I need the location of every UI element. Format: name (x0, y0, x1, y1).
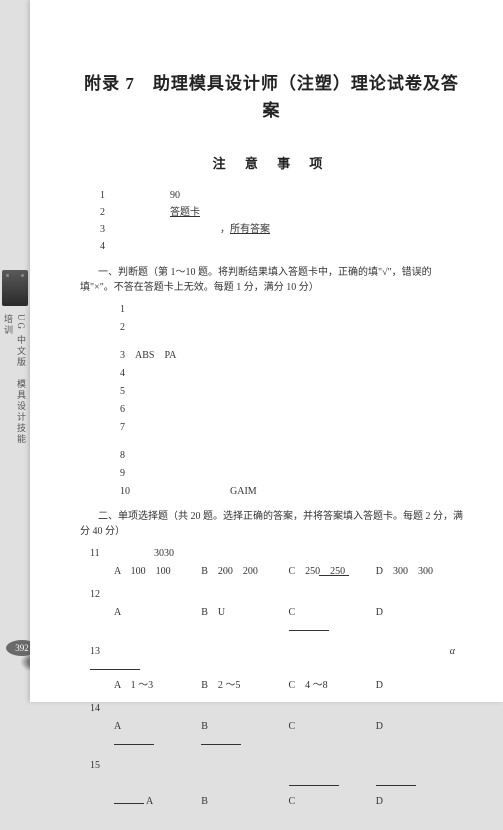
question-body: 3030 (114, 545, 463, 562)
notes-heading: 注 意 事 项 (80, 154, 463, 175)
question-number: 15 (90, 757, 114, 774)
option-b: B (201, 719, 288, 751)
judge-item: 10 GAIM (120, 483, 463, 501)
note-row: 3 ，所有答案 (100, 221, 463, 238)
mc-question: 13 α (90, 643, 463, 660)
note-number: 2 (100, 204, 120, 221)
option-d: D (376, 794, 463, 810)
mc-options: A 100 100 B 200 200 C 250 250 D 300 300 (114, 564, 463, 580)
option-b: B 200 200 (201, 564, 288, 580)
mc-question: 12 (90, 586, 463, 603)
note-row: 2 答题卡 (100, 204, 463, 221)
option-d: D (376, 719, 463, 751)
question-number: 12 (90, 586, 114, 603)
option-d: D 300 300 (376, 564, 463, 580)
question-number: 13 (90, 643, 114, 660)
option-a: A (114, 719, 201, 751)
option-a: A (114, 605, 201, 637)
notes-list: 1 90 2 答题卡 3 ，所有答案 4 (100, 187, 463, 255)
judge-item: 4 (120, 365, 463, 383)
judge-item: 8 (120, 447, 463, 465)
judge-item: 5 (120, 383, 463, 401)
option-d: D (376, 678, 463, 694)
underline (289, 776, 339, 786)
option-a: A 1 ～3 (114, 678, 201, 694)
option-a: A 100 100 (114, 564, 201, 580)
mc-options: A B C D (114, 719, 463, 751)
underline (114, 735, 154, 745)
judge-questions: 1 2 3 ABS PA 4 5 6 7 8 9 10 GAIM (120, 301, 463, 501)
document-page: 附录 7 助理模具设计师（注塑）理论试卷及答案 注 意 事 项 1 90 2 答… (30, 0, 503, 702)
underline (289, 621, 329, 631)
option-b: B 2 ～5 (201, 678, 288, 694)
underline (201, 735, 241, 745)
judge-item: 1 (120, 301, 463, 319)
question-body: α (114, 643, 463, 660)
note-number: 3 (100, 221, 120, 238)
mc-question: 14 (90, 700, 463, 717)
book-spine: UG 中文版 模具设计技能培训 (0, 270, 30, 450)
option-b: B U (201, 605, 288, 637)
question-number: 11 (90, 545, 114, 562)
note-text (120, 238, 463, 255)
underline (114, 794, 144, 804)
option-b: B (201, 794, 288, 810)
spine-ornament (2, 270, 28, 306)
spine-title: UG 中文版 模具设计技能培训 (2, 314, 28, 450)
underline (90, 660, 140, 670)
note-text: ，所有答案 (120, 221, 463, 238)
section-1-heading: 一、判断题（第 1～10 题。将判断结果填入答题卡中，正确的填"√"，错误的填"… (80, 265, 463, 295)
judge-item: 2 (120, 319, 463, 337)
page-title: 附录 7 助理模具设计师（注塑）理论试卷及答案 (80, 70, 463, 124)
note-number: 4 (100, 238, 120, 255)
mc-options: A B U C D (114, 605, 463, 637)
note-row: 1 90 (100, 187, 463, 204)
underline (319, 566, 349, 576)
option-c: C (289, 605, 376, 637)
judge-item: 7 (120, 419, 463, 437)
mc-question: 11 3030 (90, 545, 463, 562)
mc-question: 15 (90, 757, 463, 774)
mc-options: A B C D (114, 794, 463, 810)
option-d: D (376, 605, 463, 637)
underline (376, 776, 416, 786)
option-c: C 250 250 (289, 564, 376, 580)
note-text: 答题卡 (120, 204, 463, 221)
option-a: A (114, 794, 201, 810)
option-c: C 4 ～8 (289, 678, 376, 694)
option-c: C (289, 794, 376, 810)
page-content: 附录 7 助理模具设计师（注塑）理论试卷及答案 注 意 事 项 1 90 2 答… (30, 0, 503, 830)
note-row: 4 (100, 238, 463, 255)
mc-options: A 1 ～3 B 2 ～5 C 4 ～8 D (114, 678, 463, 694)
note-number: 1 (100, 187, 120, 204)
note-text: 90 (120, 187, 463, 204)
judge-item: 6 (120, 401, 463, 419)
option-c: C (289, 719, 376, 751)
judge-item: 9 (120, 465, 463, 483)
question-number: 14 (90, 700, 114, 717)
section-2-heading: 二、单项选择题（共 20 题。选择正确的答案，并将答案填入答题卡。每题 2 分，… (80, 509, 463, 539)
judge-item: 3 ABS PA (120, 347, 463, 365)
